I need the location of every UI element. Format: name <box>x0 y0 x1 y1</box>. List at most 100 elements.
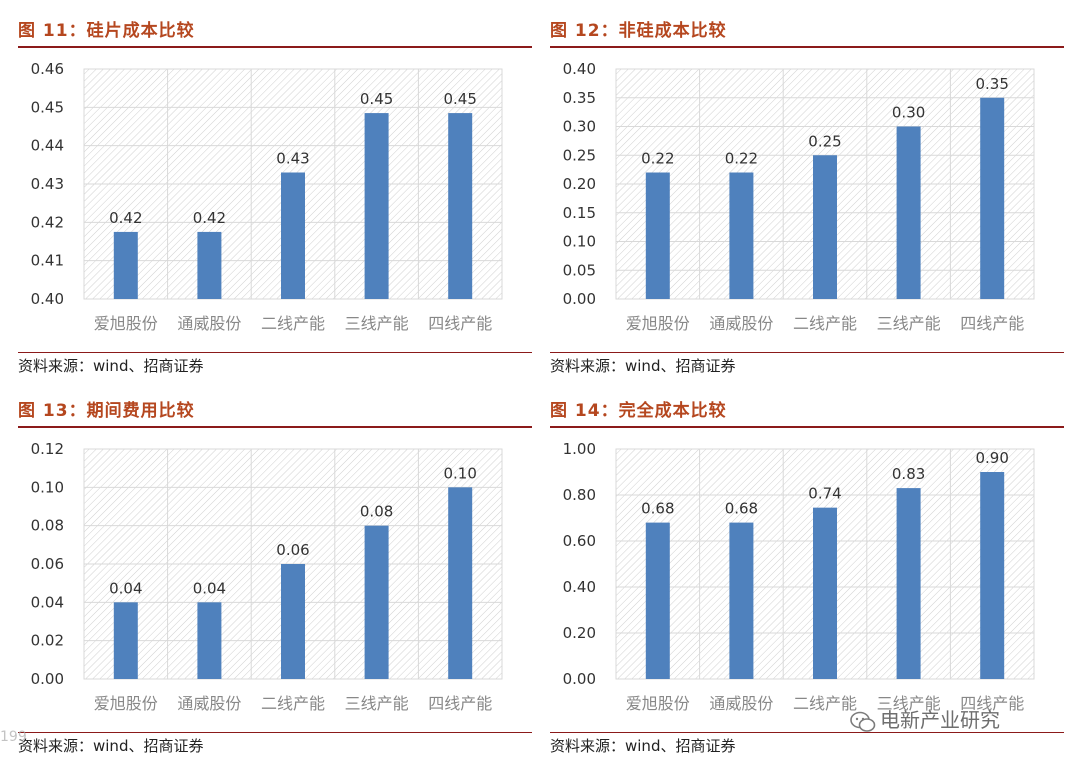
bar <box>896 126 921 299</box>
data-label: 0.25 <box>808 132 841 150</box>
watermark: 电新产业研究 <box>850 705 1000 735</box>
bar-chart: 1.00 0.80 0.60 0.40 0.20 0.00 0.68 爱旭股份 0.68 通威股份… <box>563 440 1035 713</box>
watermark-left: 199 <box>0 729 27 745</box>
data-label: 0.83 <box>892 465 925 483</box>
data-label: 0.22 <box>641 150 674 168</box>
y-tick-label: 0.43 <box>31 175 64 193</box>
data-label: 0.45 <box>443 90 476 108</box>
x-category-label: 三线产能 <box>345 694 409 713</box>
y-tick-label: 0.20 <box>563 175 596 193</box>
bar <box>980 472 1005 679</box>
data-label: 0.10 <box>443 464 476 482</box>
x-category-label: 爱旭股份 <box>94 694 158 713</box>
y-tick-label: 0.40 <box>31 290 64 308</box>
chart-title: 图 11：硅片成本比较 <box>18 21 195 41</box>
y-tick-label: 0.15 <box>563 204 596 222</box>
y-tick-label: 0.44 <box>31 137 64 155</box>
y-tick-label: 0.12 <box>31 440 64 458</box>
data-label: 0.43 <box>276 150 309 168</box>
chart-panel-11: 图 11：硅片成本比较 0.46 0.45 0.44 0.43 0.42 0.41 0.40… <box>18 18 536 384</box>
y-tick-label: 0.46 <box>31 60 64 78</box>
data-label: 0.06 <box>276 541 309 559</box>
y-tick-label: 0.04 <box>31 593 64 611</box>
chart-title: 图 12：非硅成本比较 <box>550 21 727 41</box>
data-label: 0.42 <box>109 209 142 227</box>
chart-panel-12: 图 12：非硅成本比较 0.40 0.35 0.30 0.25 0.20 0.15 0.10… <box>550 18 1068 384</box>
source-note: 资料来源：wind、招商证券 <box>550 357 736 375</box>
bar <box>813 507 837 679</box>
y-tick-label: 0.00 <box>563 290 596 308</box>
data-label: 0.45 <box>360 90 393 108</box>
source-note: 资料来源：wind、招商证券 <box>18 357 204 375</box>
x-category-label: 四线产能 <box>960 694 1024 713</box>
y-tick-label: 0.80 <box>563 486 596 504</box>
title-rule <box>18 426 532 428</box>
y-tick-label: 0.00 <box>563 670 596 688</box>
y-tick-label: 0.35 <box>563 89 596 107</box>
data-label: 0.04 <box>193 579 226 597</box>
title-rule <box>550 46 1064 48</box>
bar <box>113 602 138 679</box>
title-rule <box>550 426 1064 428</box>
data-label: 0.08 <box>360 503 393 521</box>
y-tick-label: 0.10 <box>563 233 596 251</box>
data-label: 0.30 <box>892 104 925 122</box>
y-tick-label: 0.45 <box>31 98 64 116</box>
data-label: 0.68 <box>725 500 758 518</box>
x-category-label: 三线产能 <box>877 694 941 713</box>
bar <box>645 522 670 679</box>
y-tick-label: 0.08 <box>31 517 64 535</box>
bar <box>364 113 389 299</box>
bar <box>281 172 305 299</box>
x-category-label: 通威股份 <box>709 314 773 333</box>
y-tick-label: 0.40 <box>563 578 596 596</box>
bar <box>197 231 222 299</box>
bottom-rule <box>550 352 1064 353</box>
chart-title: 图 13：期间费用比较 <box>18 401 195 421</box>
chart-title: 图 14：完全成本比较 <box>550 401 727 421</box>
x-category-label: 四线产能 <box>960 314 1024 333</box>
data-label: 0.04 <box>109 579 142 597</box>
bar <box>729 522 754 679</box>
x-category-label: 四线产能 <box>428 314 492 333</box>
bar-chart: 0.12 0.10 0.08 0.06 0.04 0.02 0.00 0.04 爱旭股份 0.04… <box>31 440 503 713</box>
bar <box>364 525 389 679</box>
bar <box>729 172 754 299</box>
x-category-label: 通威股份 <box>177 694 241 713</box>
x-category-label: 二线产能 <box>261 314 325 333</box>
y-tick-label: 0.42 <box>31 213 64 231</box>
bottom-rule <box>550 732 1064 733</box>
x-category-label: 二线产能 <box>261 694 325 713</box>
bar-chart: 0.40 0.35 0.30 0.25 0.20 0.15 0.10 0.05 0.00 0.22… <box>563 60 1035 333</box>
data-label: 0.42 <box>193 209 226 227</box>
data-label: 0.90 <box>975 449 1008 467</box>
x-category-label: 二线产能 <box>793 694 857 713</box>
y-tick-label: 0.06 <box>31 555 64 573</box>
bar <box>813 155 837 299</box>
y-tick-label: 0.02 <box>31 632 64 650</box>
title-rule <box>18 46 532 48</box>
x-category-label: 爱旭股份 <box>94 314 158 333</box>
x-category-label: 爱旭股份 <box>626 694 690 713</box>
x-category-label: 四线产能 <box>428 694 492 713</box>
y-tick-label: 0.40 <box>563 60 596 78</box>
source-note: 资料来源：wind、招商证券 <box>550 737 736 755</box>
source-note: 资料来源：wind、招商证券 <box>18 737 204 755</box>
bar <box>448 113 473 299</box>
data-label: 0.35 <box>975 75 1008 93</box>
chart-panel-14: 图 14：完全成本比较 1.00 0.80 0.60 0.40 0.20 0.00 0.68… <box>550 398 1068 764</box>
data-label: 0.22 <box>725 150 758 168</box>
x-category-label: 通威股份 <box>709 694 773 713</box>
x-category-label: 爱旭股份 <box>626 314 690 333</box>
y-tick-label: 0.25 <box>563 146 596 164</box>
y-tick-label: 0.20 <box>563 624 596 642</box>
x-category-label: 通威股份 <box>177 314 241 333</box>
bar <box>645 172 670 299</box>
data-label: 0.68 <box>641 500 674 518</box>
bar <box>197 602 222 679</box>
bar <box>281 564 305 679</box>
data-label: 0.74 <box>808 485 841 503</box>
bar-chart: 0.46 0.45 0.44 0.43 0.42 0.41 0.40 0.42 爱旭股份 0.42… <box>31 60 503 333</box>
x-category-label: 二线产能 <box>793 314 857 333</box>
bottom-rule <box>18 352 532 353</box>
